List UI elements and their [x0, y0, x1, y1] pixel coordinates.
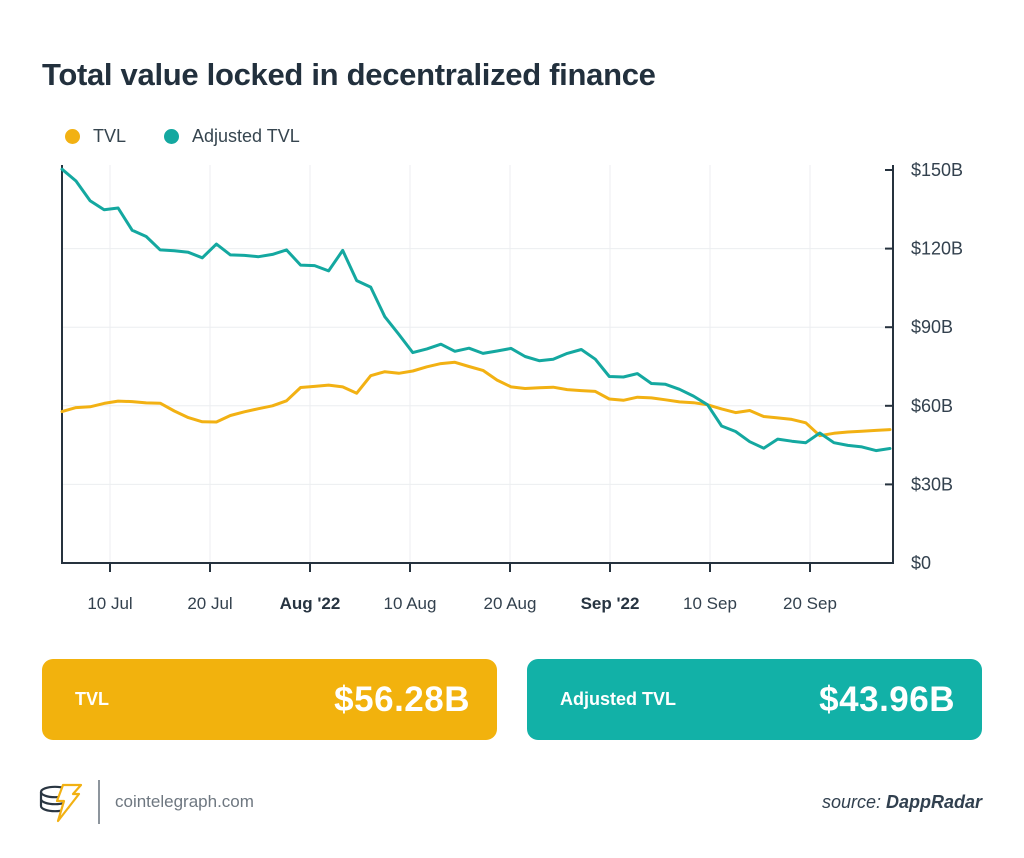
- cointelegraph-logo-icon: [39, 783, 83, 823]
- svg-text:20 Sep: 20 Sep: [783, 594, 837, 613]
- legend-label-tvl: TVL: [93, 126, 127, 146]
- legend-item-adjusted-tvl: Adjusted TVL: [164, 126, 300, 147]
- tvl-card-label: TVL: [75, 689, 109, 709]
- site-name: cointelegraph.com: [115, 792, 254, 811]
- chart-legend: TVL Adjusted TVL: [65, 126, 300, 147]
- legend-label-adjusted-tvl: Adjusted TVL: [192, 126, 300, 146]
- legend-item-tvl: TVL: [65, 126, 126, 147]
- svg-text:$150B: $150B: [911, 160, 963, 180]
- svg-text:$0: $0: [911, 553, 931, 573]
- adjusted-tvl-card: Adjusted TVL $43.96B: [527, 659, 982, 740]
- source-name: DappRadar: [885, 792, 982, 812]
- svg-text:10 Sep: 10 Sep: [683, 594, 737, 613]
- brand: cointelegraph.com: [36, 778, 254, 826]
- svg-text:20 Jul: 20 Jul: [187, 594, 232, 613]
- svg-text:Sep '22: Sep '22: [581, 594, 640, 613]
- source-credit: source: DappRadar: [822, 778, 982, 826]
- tvl-card-value: $56.28B: [334, 679, 470, 719]
- page-title: Total value locked in decentralized fina…: [42, 56, 656, 92]
- svg-text:10 Jul: 10 Jul: [87, 594, 132, 613]
- adjusted-tvl-card-value: $43.96B: [819, 679, 955, 719]
- svg-text:Aug '22: Aug '22: [280, 594, 341, 613]
- svg-text:$30B: $30B: [911, 474, 953, 494]
- svg-text:$90B: $90B: [911, 317, 953, 337]
- adjusted-tvl-dot-icon: [164, 129, 180, 144]
- source-prefix: source:: [821, 792, 886, 812]
- svg-text:$120B: $120B: [911, 239, 963, 259]
- svg-text:$60B: $60B: [911, 396, 953, 416]
- tvl-dot-icon: [65, 129, 80, 144]
- adjusted-tvl-card-label: Adjusted TVL: [560, 689, 676, 709]
- footer: cointelegraph.com source: DappRadar: [0, 778, 1024, 826]
- svg-text:10 Aug: 10 Aug: [384, 594, 437, 613]
- tvl-card: TVL $56.28B: [42, 659, 497, 740]
- svg-text:20 Aug: 20 Aug: [484, 594, 537, 613]
- footer-divider: [98, 780, 100, 824]
